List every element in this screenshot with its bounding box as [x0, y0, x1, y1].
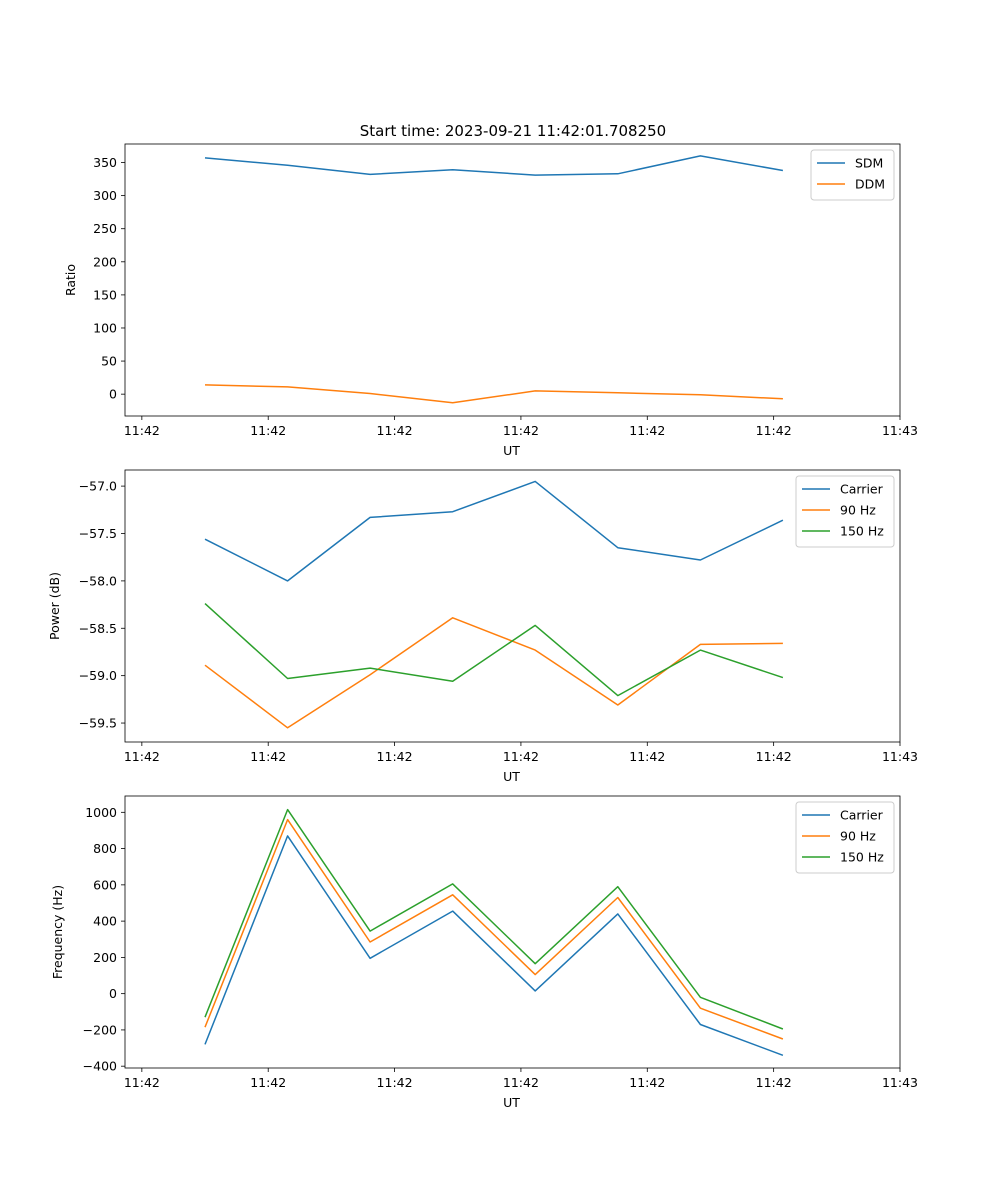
x-tick-label: 11:42 — [503, 423, 539, 438]
y-axis-label: Power (dB) — [47, 572, 62, 640]
y-tick-label: 1000 — [85, 805, 117, 820]
axes-frame — [124, 795, 901, 1069]
legend-box — [795, 801, 895, 874]
x-tick-label: 11:42 — [250, 749, 286, 764]
y-tick-label: 200 — [93, 950, 117, 965]
panel-2: 11:42 11:42 11:42 11:42 11:42 11:42 11:43 −59.5… — [47, 469, 918, 784]
x-tick-label: 11:42 — [756, 423, 792, 438]
x-tick-label: 11:42 — [756, 749, 792, 764]
series-line-carrier — [204, 480, 784, 582]
x-tick-label: 11:42 — [250, 423, 286, 438]
legend-label: Carrier — [840, 808, 884, 823]
x-tick-label: 11:42 — [124, 1075, 160, 1090]
x-tick-label: 11:43 — [882, 423, 918, 438]
y-axis-label: Frequency (Hz) — [50, 885, 65, 979]
y-axis-label: Ratio — [63, 264, 78, 296]
legend: Carrier 90 Hz 150 Hz — [795, 801, 895, 874]
y-tick-label: −200 — [83, 1022, 117, 1037]
y-tick-label: −58.0 — [79, 573, 117, 588]
series-line-ddm — [204, 384, 783, 404]
x-tick-label: 11:42 — [629, 749, 665, 764]
x-tick-label: 11:42 — [377, 423, 413, 438]
y-tick-label: 800 — [93, 841, 117, 856]
y-tick-label: 350 — [93, 155, 117, 170]
y-tick-label: −58.5 — [79, 621, 117, 636]
series-line-150-hz — [204, 603, 784, 697]
x-axis-label: UT — [503, 769, 520, 784]
legend-label: Carrier — [840, 482, 884, 497]
legend-label: DDM — [855, 177, 885, 192]
x-tick-label: 11:42 — [124, 749, 160, 764]
panel-1: 11:42 11:42 11:42 11:42 11:42 11:42 11:43 0 50 10… — [63, 143, 918, 458]
x-tick-label: 11:43 — [882, 749, 918, 764]
x-tick-label: 11:42 — [756, 1075, 792, 1090]
legend-label: 150 Hz — [840, 524, 884, 539]
y-tick-label: 0 — [109, 986, 117, 1001]
series-line-90-hz — [204, 818, 784, 1040]
legend-label: 90 Hz — [840, 829, 876, 844]
axes-frame — [124, 143, 901, 417]
y-tick-label: 100 — [93, 320, 117, 335]
series-line-90-hz — [204, 617, 783, 729]
legend-label: SDM — [855, 156, 883, 171]
series-line-carrier — [204, 835, 784, 1057]
figure-title: Start time: 2023-09-21 11:42:01.708250 — [360, 122, 666, 140]
legend: Carrier 90 Hz 150 Hz — [795, 475, 895, 548]
legend: SDM DDM — [810, 149, 895, 201]
legend-label: 150 Hz — [840, 850, 884, 865]
legend-box — [795, 475, 895, 548]
series-line-150-hz — [204, 808, 784, 1030]
x-tick-label: 11:42 — [503, 1075, 539, 1090]
panel-3: 11:42 11:42 11:42 11:42 11:42 11:42 11:43 −400 −… — [50, 795, 918, 1110]
x-tick-label: 11:42 — [503, 749, 539, 764]
y-tick-label: −57.0 — [79, 479, 117, 494]
y-tick-label: 200 — [93, 254, 117, 269]
x-tick-label: 11:42 — [377, 1075, 413, 1090]
x-tick-label: 11:42 — [124, 423, 160, 438]
x-tick-label: 11:42 — [629, 1075, 665, 1090]
x-tick-label: 11:42 — [250, 1075, 286, 1090]
axes-frame — [124, 469, 901, 743]
y-tick-label: −59.5 — [79, 716, 117, 731]
legend-label: 90 Hz — [840, 503, 876, 518]
y-tick-label: 300 — [93, 188, 117, 203]
x-axis-label: UT — [503, 443, 520, 458]
y-tick-label: 150 — [93, 287, 117, 302]
x-axis-label: UT — [503, 1095, 520, 1110]
y-tick-label: 250 — [93, 221, 117, 236]
x-tick-label: 11:42 — [629, 423, 665, 438]
y-tick-label: 50 — [101, 354, 117, 369]
series-line-sdm — [204, 155, 784, 176]
x-tick-label: 11:43 — [882, 1075, 918, 1090]
x-tick-label: 11:42 — [377, 749, 413, 764]
y-tick-label: −57.5 — [79, 526, 117, 541]
y-tick-label: 400 — [93, 914, 117, 929]
y-tick-label: −400 — [83, 1059, 117, 1074]
y-tick-label: 0 — [109, 387, 117, 402]
y-tick-label: 600 — [93, 877, 117, 892]
y-tick-label: −59.0 — [79, 668, 117, 683]
